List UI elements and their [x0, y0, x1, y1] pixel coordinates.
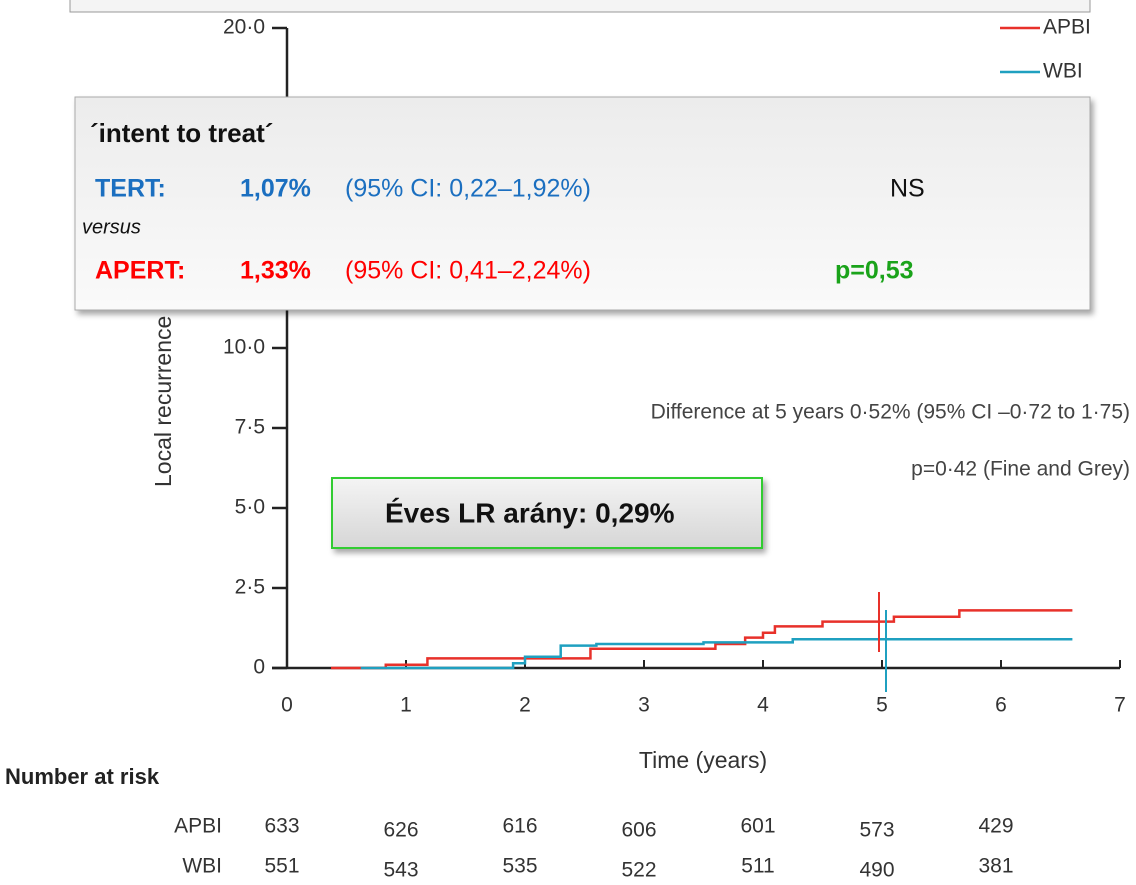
y-tick-label: 7·5 — [235, 416, 265, 439]
risk-value: 535 — [502, 855, 537, 878]
step-line — [331, 609, 1073, 670]
between: versus — [82, 216, 141, 238]
row-ci: (95% CI: 0,41–2,24%) — [345, 257, 591, 285]
x-tick-label: 3 — [638, 694, 650, 717]
annotation: Difference at 5 years 0·52% (95% CI –0·7… — [651, 401, 1130, 424]
legend-label: APBI — [1043, 16, 1091, 39]
risk-value: 522 — [621, 859, 656, 882]
y-tick-label: 20·0 — [223, 16, 265, 39]
risk-value: 616 — [502, 815, 537, 838]
row-value: 1,07% — [240, 175, 311, 203]
risk-row-name: WBI — [182, 855, 222, 878]
x-tick-label: 1 — [400, 694, 412, 717]
y-tick-label: 5·0 — [235, 496, 265, 519]
risk-value: 551 — [264, 855, 299, 878]
step-line — [360, 637, 1073, 670]
row-label: TERT: — [95, 175, 166, 203]
y-tick-label: 0 — [253, 656, 265, 679]
y-tick-label: 10·0 — [223, 336, 265, 359]
callout-heading: ´intent to treat´ — [90, 118, 273, 148]
risk-value: 606 — [621, 819, 656, 842]
badge: Éves LR arány: 0,29% — [385, 497, 675, 528]
x-tick-label: 6 — [995, 694, 1007, 717]
x-tick-label: 4 — [757, 694, 769, 717]
badge-box — [331, 477, 763, 549]
risk-value: 573 — [859, 819, 894, 842]
risk-value: 633 — [264, 815, 299, 838]
risk-title: Number at risk — [5, 764, 160, 789]
top-box — [69, 0, 1091, 13]
row-ci: (95% CI: 0,22–1,92%) — [345, 175, 591, 203]
risk-value: 543 — [383, 859, 418, 882]
x-axis-label: Time (years) — [639, 747, 767, 773]
row-label: APERT: — [95, 257, 185, 285]
legend-label: WBI — [1043, 60, 1083, 83]
y-tick-label: 2·5 — [235, 576, 265, 599]
row-note: NS — [890, 175, 925, 203]
row-value: 1,33% — [240, 257, 311, 285]
x-tick-label: 7 — [1114, 694, 1126, 717]
risk-value: 429 — [978, 815, 1013, 838]
risk-row-name: APBI — [174, 815, 222, 838]
callout-box — [74, 96, 1091, 311]
risk-value: 511 — [741, 855, 774, 878]
risk-value: 381 — [978, 855, 1013, 878]
row-note: p=0,53 — [835, 257, 914, 285]
risk-value: 626 — [383, 819, 418, 842]
annotation: p=0·42 (Fine and Grey) — [911, 458, 1130, 481]
x-tick-label: 5 — [876, 694, 888, 717]
x-tick-label: 0 — [281, 694, 293, 717]
x-tick-label: 2 — [519, 694, 531, 717]
callout: ´intent to treat´ TERT: 1,07% (95% CI: 0… — [74, 96, 1091, 311]
risk-value: 601 — [740, 815, 775, 838]
risk-value: 490 — [859, 859, 894, 882]
